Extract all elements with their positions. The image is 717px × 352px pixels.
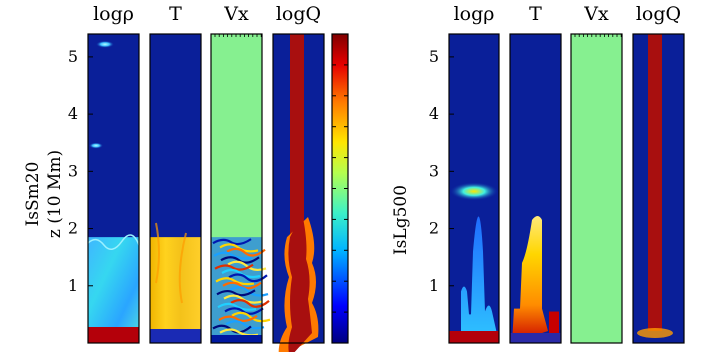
ytick-label: 3 (429, 161, 439, 180)
issm20-logrho-blob-mid (89, 142, 103, 149)
islg500-logq-frame (632, 33, 685, 344)
ytick-label: 4 (429, 104, 439, 123)
ytick-label: 2 (429, 219, 439, 238)
panel-label-1-1: T (529, 3, 542, 25)
panel-label-0-2: Vx (223, 3, 249, 25)
issm20-vx-frame (210, 33, 263, 344)
colorbar-ticks (332, 64, 348, 313)
ytick-label: 2 (68, 219, 78, 238)
row-label-1: IsLg500 (391, 185, 411, 255)
islg500-vx-panel (571, 34, 622, 343)
top-ticks (574, 34, 622, 37)
ytick-label: 1 (429, 276, 439, 295)
top-ticks (214, 34, 262, 37)
islg500-logq-column (648, 34, 662, 331)
ytick-label: 5 (68, 47, 78, 66)
issm20-logq-frame (272, 33, 325, 344)
islg500-logq-base (637, 328, 673, 338)
islg500-t-frame (509, 33, 562, 344)
ytick-label: 4 (68, 104, 78, 123)
islg500-logrho-spikes (461, 216, 499, 343)
issm20-logrho-frame (87, 33, 140, 344)
islg500-t-spike (512, 215, 548, 343)
islg500-vx-frame (570, 33, 623, 344)
ytick-label: 5 (429, 47, 439, 66)
islg500-t-side (549, 311, 559, 343)
row-label-0: IsSm20 (23, 162, 43, 227)
panel-label-1-2: Vx (583, 3, 609, 25)
issm20-logq-plume-inner (288, 213, 312, 352)
y-axis-label: z (10 Mm) (45, 150, 65, 238)
issm20-t-frame (149, 33, 202, 344)
issm20-logrho-blob-high (96, 40, 114, 48)
panel-label-1-0: logρ (454, 3, 495, 25)
islg500-t-base (510, 333, 561, 343)
issm20-vx-base (211, 335, 262, 343)
panel-label-1-3: logQ (636, 3, 681, 25)
issm20-logrho-interface (87, 234, 140, 251)
issm20-logrho-base (88, 327, 139, 343)
issm20-t-base (150, 329, 201, 343)
islg500-logrho-frame (448, 33, 500, 344)
issm20-logq-column (290, 34, 304, 248)
islg500-logrho-base (449, 331, 499, 343)
issm20-logrho-layer (88, 237, 139, 343)
panel-label-0-0: logρ (93, 3, 134, 25)
panel-label-0-3: logQ (276, 3, 321, 25)
panel-label-0-1: T (169, 3, 182, 25)
islg500-logrho-blob (450, 182, 498, 201)
issm20-vx-streaks (212, 238, 271, 337)
ytick-label: 1 (68, 276, 78, 295)
issm20-t-streaks (155, 222, 187, 304)
issm20-t-layer (150, 237, 201, 329)
ytick-label: 3 (68, 161, 78, 180)
